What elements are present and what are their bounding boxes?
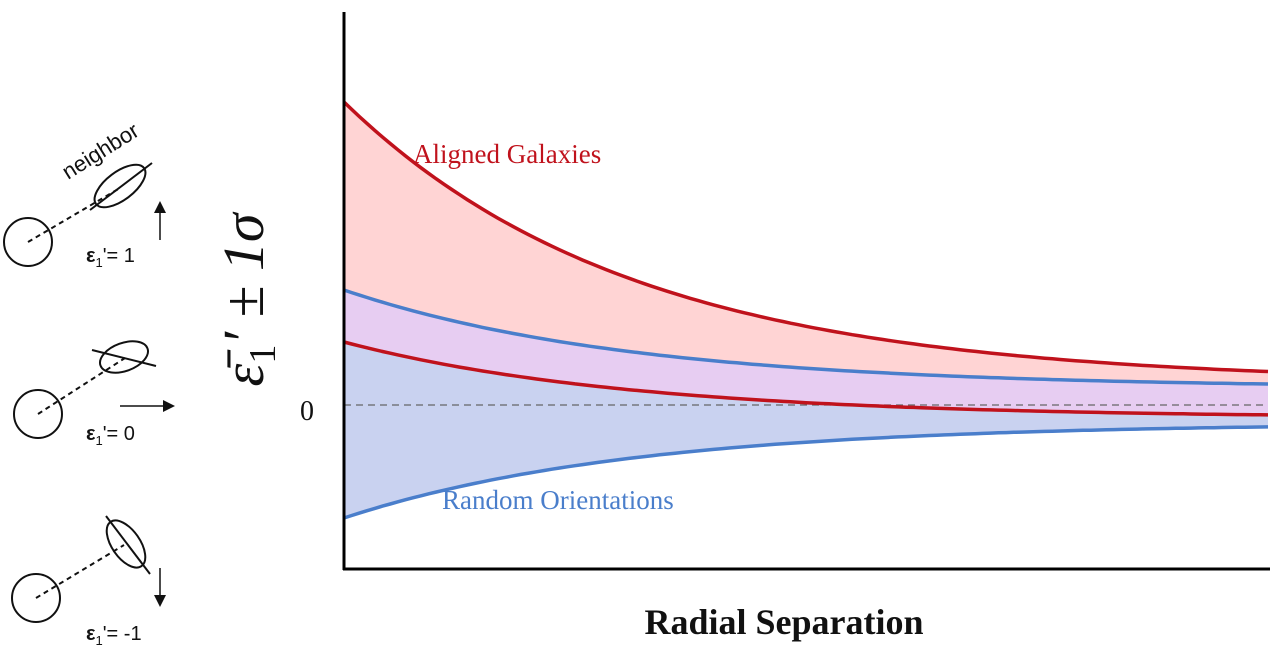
x-axis-label: Radial Separation <box>644 602 923 642</box>
separation-dashed-line <box>35 544 125 599</box>
legend-case-aligned: neighbor ε1'= 1 <box>3 118 166 270</box>
neighbor-label: neighbor <box>57 118 143 185</box>
neighbor-axis-line <box>89 162 153 211</box>
legend-case-label: ε1'= 1 <box>86 245 135 270</box>
y-axis-label: ε̄1′ ± 1σ <box>211 211 284 386</box>
neighbor-axis-line <box>91 349 157 367</box>
svg-text:ε̄1′ ± 1σ: ε̄1′ ± 1σ <box>211 211 284 386</box>
aligned-lower-curve <box>343 340 1269 417</box>
legend-case-label: ε1'= -1 <box>86 623 142 648</box>
random-orientations-label: Random Orientations <box>442 485 674 515</box>
aligned-band-fill <box>344 102 1268 415</box>
central-galaxy-circle <box>3 217 53 267</box>
separation-dashed-line <box>37 357 126 415</box>
plot-area: 0 Aligned Galaxies Random Orientations R… <box>211 12 1270 642</box>
neighbor-galaxy-ellipse <box>105 519 147 569</box>
neighbor-galaxy-ellipse <box>99 340 149 374</box>
random-upper-curve <box>343 288 1269 386</box>
separation-dashed-line <box>27 187 121 243</box>
zero-tick-label: 0 <box>300 396 314 427</box>
legend-panel: neighbor ε1'= 1 ε1'= 0 ε1'= -1 <box>3 118 175 648</box>
legend-case-label: ε1'= 0 <box>86 423 135 448</box>
central-galaxy-circle <box>11 573 61 623</box>
aligned-galaxies-label: Aligned Galaxies <box>413 139 601 169</box>
neighbor-galaxy-ellipse <box>93 163 147 209</box>
legend-case-perpendicular: ε1'= -1 <box>11 515 166 648</box>
random-lower-curve <box>343 425 1269 520</box>
aligned-upper-curve <box>342 100 1269 374</box>
central-galaxy-circle <box>13 389 63 439</box>
legend-case-neutral: ε1'= 0 <box>13 340 175 448</box>
